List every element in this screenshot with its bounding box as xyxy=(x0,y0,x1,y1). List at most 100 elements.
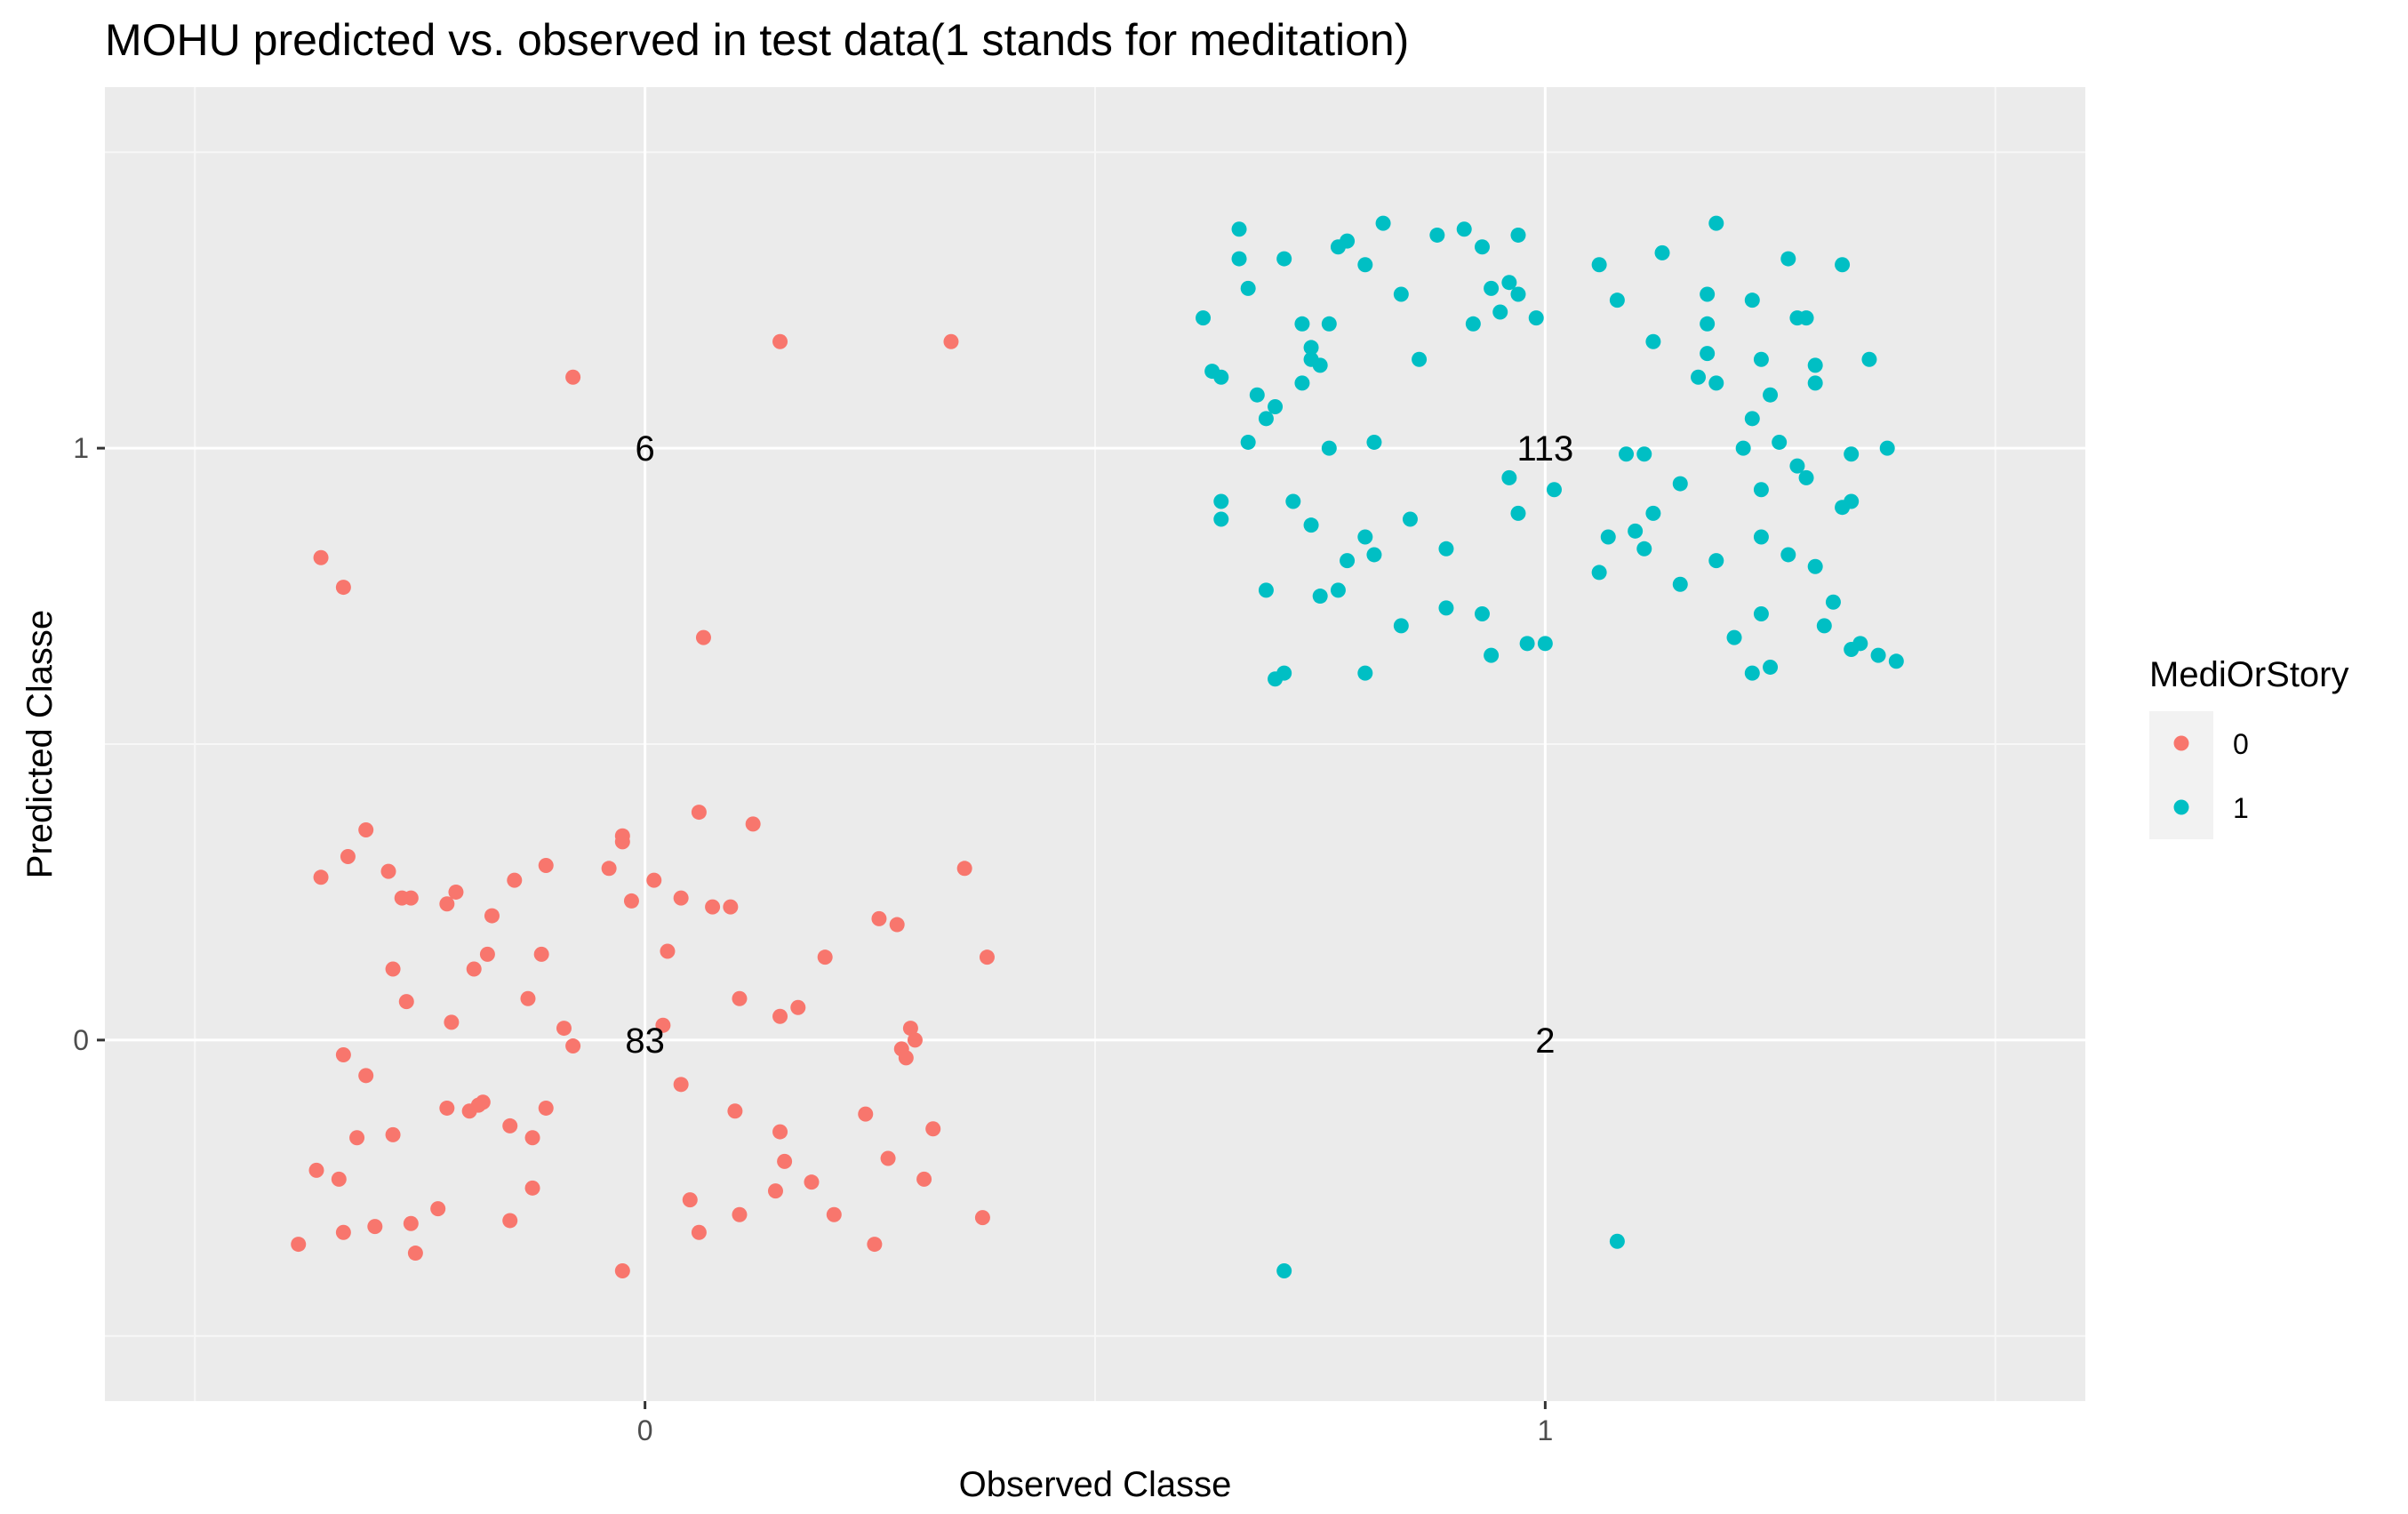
data-point-series-1 xyxy=(1357,665,1373,681)
chart-title: MOHU predicted vs. observed in test data… xyxy=(105,15,1409,65)
data-point-series-1 xyxy=(1510,286,1526,302)
data-point-series-1 xyxy=(1807,558,1823,574)
data-point-series-1 xyxy=(1258,411,1274,427)
legend-label-1: 1 xyxy=(2233,792,2249,824)
data-point-series-1 xyxy=(1844,493,1860,509)
data-point-series-1 xyxy=(1726,629,1742,645)
data-point-series-0 xyxy=(623,893,639,909)
data-point-series-1 xyxy=(1357,257,1373,273)
data-point-series-1 xyxy=(1861,351,1877,367)
data-point-series-0 xyxy=(403,890,419,906)
data-point-series-1 xyxy=(1780,251,1796,267)
data-point-series-1 xyxy=(1798,310,1814,326)
data-point-series-1 xyxy=(1753,606,1769,622)
data-point-series-0 xyxy=(673,890,689,906)
data-point-series-1 xyxy=(1888,653,1904,669)
data-point-series-0 xyxy=(902,1021,918,1037)
data-point-series-0 xyxy=(673,1077,689,1093)
data-point-series-1 xyxy=(1537,636,1553,652)
data-point-series-1 xyxy=(1249,387,1265,403)
data-point-series-0 xyxy=(804,1174,820,1190)
axis-ticks: 0 1 0 1 xyxy=(73,432,1553,1446)
data-point-series-1 xyxy=(1213,369,1229,385)
data-point-series-0 xyxy=(925,1121,941,1137)
data-point-series-0 xyxy=(817,949,833,965)
data-point-series-1 xyxy=(1213,511,1229,527)
data-point-series-1 xyxy=(1789,458,1805,474)
data-point-series-1 xyxy=(1402,511,1418,527)
data-point-series-0 xyxy=(430,1201,446,1217)
data-point-series-0 xyxy=(790,999,806,1015)
count-labels: 6 113 83 2 xyxy=(625,429,1573,1061)
data-point-series-0 xyxy=(335,1047,351,1063)
data-point-series-0 xyxy=(772,1124,788,1140)
data-point-series-0 xyxy=(313,549,329,565)
data-point-series-1 xyxy=(1366,434,1382,450)
data-point-series-1 xyxy=(1835,257,1851,273)
data-point-series-1 xyxy=(1591,565,1607,581)
data-point-series-0 xyxy=(767,1183,783,1199)
data-point-series-0 xyxy=(291,1237,307,1253)
data-point-series-1 xyxy=(1357,529,1373,545)
data-point-series-0 xyxy=(745,816,761,832)
data-point-series-0 xyxy=(398,994,414,1010)
legend-marker-1 xyxy=(2173,799,2189,815)
data-point-series-1 xyxy=(1609,1233,1625,1249)
legend-marker-0 xyxy=(2173,735,2189,751)
data-point-series-1 xyxy=(1807,357,1823,373)
data-point-series-0 xyxy=(385,961,401,977)
data-point-series-1 xyxy=(1763,659,1779,675)
data-point-series-0 xyxy=(723,899,739,915)
data-point-series-0 xyxy=(502,1213,518,1229)
data-point-series-0 xyxy=(466,961,482,977)
data-point-series-1 xyxy=(1474,606,1490,622)
data-point-series-0 xyxy=(484,908,500,924)
data-point-series-1 xyxy=(1700,346,1716,362)
count-label: 113 xyxy=(1516,429,1573,469)
data-point-series-1 xyxy=(1546,482,1562,498)
data-point-series-1 xyxy=(1708,215,1724,231)
data-point-series-1 xyxy=(1844,446,1860,462)
data-point-series-1 xyxy=(1438,541,1454,557)
data-point-series-1 xyxy=(1474,239,1490,255)
data-point-series-1 xyxy=(1780,547,1796,563)
data-point-series-0 xyxy=(943,333,959,349)
data-point-series-1 xyxy=(1519,636,1535,652)
data-point-series-0 xyxy=(538,1100,554,1116)
data-point-series-1 xyxy=(1492,304,1508,320)
data-point-series-0 xyxy=(732,990,748,1006)
data-point-series-1 xyxy=(1735,440,1751,456)
data-point-series-0 xyxy=(448,884,464,900)
data-point-series-0 xyxy=(898,1050,914,1066)
y-tick-label: 0 xyxy=(73,1024,89,1056)
data-point-series-1 xyxy=(1276,665,1292,681)
data-point-series-1 xyxy=(1312,357,1328,373)
data-point-series-1 xyxy=(1753,529,1769,545)
data-point-series-0 xyxy=(444,1014,460,1030)
data-point-series-1 xyxy=(1456,221,1472,237)
legend: MediOrStory 0 1 xyxy=(2149,655,2349,839)
data-point-series-1 xyxy=(1510,505,1526,521)
data-point-series-1 xyxy=(1501,469,1517,485)
data-point-series-0 xyxy=(614,828,630,844)
data-point-series-0 xyxy=(691,1224,707,1240)
data-point-series-1 xyxy=(1700,316,1716,332)
data-point-series-1 xyxy=(1258,582,1274,598)
data-point-series-1 xyxy=(1619,446,1635,462)
data-point-series-0 xyxy=(533,946,549,962)
data-point-series-1 xyxy=(1429,227,1445,243)
data-point-series-0 xyxy=(614,1263,630,1279)
data-point-series-1 xyxy=(1321,440,1337,456)
data-point-series-0 xyxy=(695,629,711,645)
data-point-series-0 xyxy=(646,872,662,888)
data-point-series-1 xyxy=(1753,351,1769,367)
data-point-series-1 xyxy=(1645,505,1661,521)
data-point-series-1 xyxy=(1303,340,1319,356)
data-points xyxy=(291,215,1904,1279)
data-point-series-0 xyxy=(524,1180,540,1196)
data-point-series-0 xyxy=(502,1117,518,1133)
data-point-series-0 xyxy=(358,822,374,838)
data-point-series-1 xyxy=(1240,280,1256,296)
x-axis-title: Observed Classe xyxy=(959,1465,1232,1504)
data-point-series-1 xyxy=(1276,1263,1292,1279)
